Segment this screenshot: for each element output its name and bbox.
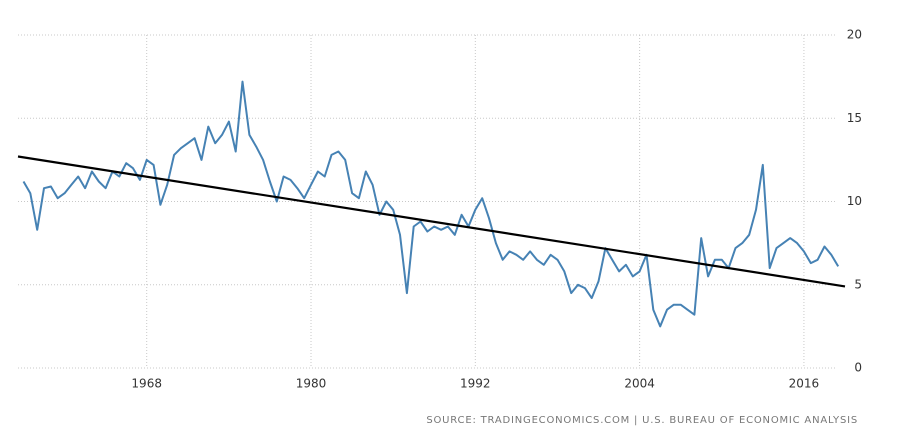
y-tick-label: 0 [854,361,862,375]
x-tick-label: 2004 [624,377,655,391]
x-tick-label: 2016 [789,377,820,391]
x-tick-label: 1968 [131,377,162,391]
y-tick-label: 20 [847,28,862,42]
y-tick-label: 5 [854,277,862,291]
y-tick-label: 15 [847,111,862,125]
source-note: SOURCE: TRADINGECONOMICS.COM | U.S. BURE… [426,415,858,426]
x-tick-label: 1992 [460,377,491,391]
y-tick-label: 10 [847,194,862,208]
data-line [22,80,840,328]
trend-line [17,155,846,288]
x-tick-label: 1980 [296,377,327,391]
